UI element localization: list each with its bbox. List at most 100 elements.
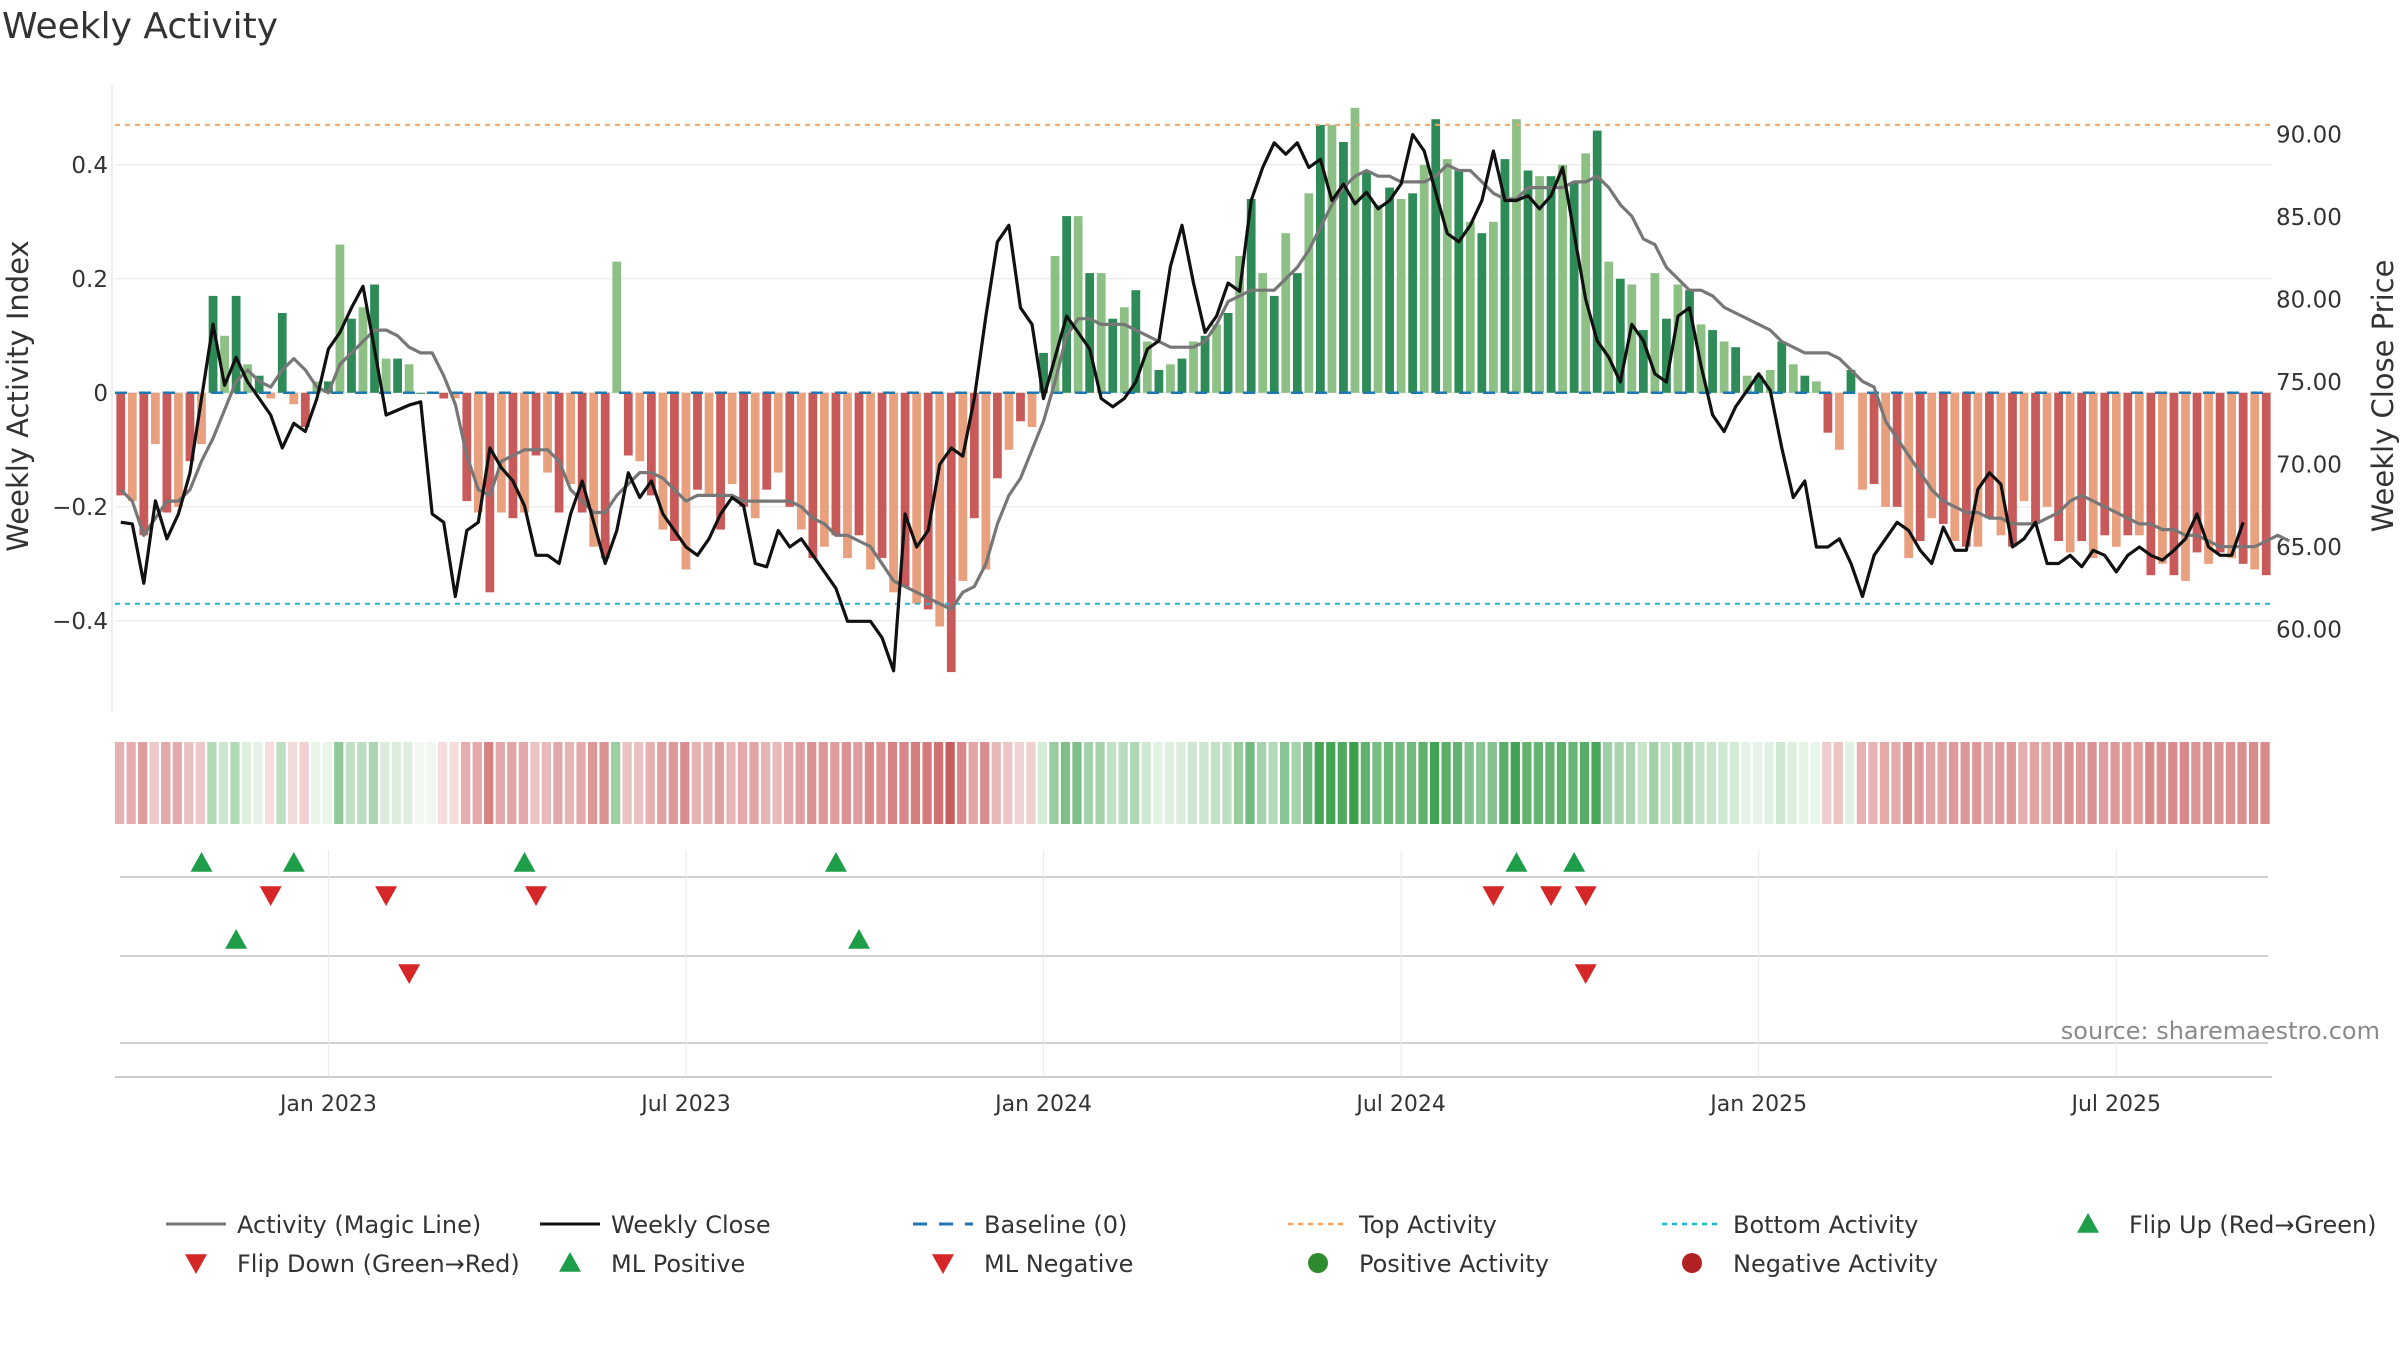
heat-strip-cell [1845, 742, 1855, 824]
heat-strip-cell [2052, 742, 2063, 824]
heat-strip-cell [241, 742, 252, 824]
negative-activity-bar [958, 392, 968, 581]
negative-activity-bar [1892, 392, 1902, 507]
heat-strip-cell [357, 742, 367, 824]
heat-strip-cell [1245, 742, 1255, 824]
heat-strip-cell [864, 742, 874, 824]
ml-positive-marker [225, 929, 248, 949]
flip-down-marker [375, 886, 398, 906]
heat-strip-cell [2168, 742, 2178, 824]
flip-down-marker [1482, 886, 1505, 906]
negative-activity-bar [866, 392, 875, 570]
heat-strip-cell [1972, 742, 1982, 824]
positive-activity-bar [1742, 375, 1752, 393]
legend-swatch-triangle-down [932, 1254, 954, 1274]
heat-strip-cell [1326, 742, 1336, 824]
y2-tick-label: 75.00 [2276, 370, 2342, 396]
y-tick-label: −0.4 [52, 609, 108, 635]
heat-strip-cell [368, 742, 378, 824]
negative-activity-bar [2100, 392, 2110, 536]
negative-activity-bar [889, 392, 898, 593]
heat-strip-cell [957, 742, 967, 824]
flip-up-marker [824, 852, 847, 872]
negative-activity-bar [750, 392, 760, 519]
negative-activity-bar [1904, 392, 1914, 559]
negative-activity-bar [1996, 392, 2006, 536]
heat-strip-cell [576, 742, 586, 824]
positive-activity-bar [231, 295, 241, 393]
heat-strip-cell [795, 742, 805, 824]
heat-strip-cell [1752, 742, 1763, 824]
positive-activity-bar [1535, 176, 1544, 393]
heat-strip-cell [968, 742, 978, 824]
negative-activity-bar [2031, 392, 2040, 524]
heat-strip-cell [461, 742, 471, 824]
positive-activity-bar [1039, 352, 1048, 393]
positive-activity-bar [1719, 341, 1729, 393]
positive-activity-bar [220, 335, 229, 393]
flip-up-marker [513, 852, 536, 872]
heat-strip-cell [2191, 742, 2201, 824]
positive-activity-bar [335, 244, 345, 393]
ml-negative-marker [1574, 964, 1597, 984]
positive-activity-bar [1050, 256, 1060, 393]
heat-strip-cell [1602, 742, 1613, 824]
negative-activity-bar [289, 392, 299, 405]
positive-activity-bar [1546, 176, 1556, 393]
heat-strip-cell [726, 742, 736, 824]
negative-activity-bar [543, 392, 552, 473]
negative-activity-bar [1961, 392, 1971, 547]
heat-strip-cell [818, 742, 828, 824]
positive-activity-bar [324, 381, 333, 393]
heat-strip-cell [253, 742, 263, 824]
heat-strip-cell [1983, 742, 1993, 824]
heat-strip-cell [1510, 742, 1520, 824]
positive-activity-bar [1569, 181, 1579, 393]
ml-positive-marker [847, 929, 870, 949]
negative-activity-bar [2019, 392, 2029, 502]
heat-strip-cell [1937, 742, 1947, 824]
negative-activity-bar [116, 392, 126, 496]
heat-strip-cell [115, 742, 125, 824]
flip-down-marker [1540, 886, 1563, 906]
flip-down-marker [259, 886, 282, 906]
heat-strip-cell [1476, 742, 1486, 824]
heat-strip-cell [2237, 742, 2247, 824]
positive-activity-bar [1315, 124, 1325, 393]
heat-strip-cell [1256, 742, 1267, 824]
heat-strip-cell [1764, 742, 1774, 824]
heat-strip-cell [541, 742, 552, 824]
negative-activity-bar [1869, 392, 1879, 484]
negative-activity-bar [2181, 392, 2190, 581]
positive-activity-bar [393, 358, 402, 393]
legend-item-flip-down: Flip Down (Green→Red) [185, 1250, 520, 1278]
positive-activity-bar [612, 261, 622, 393]
heat-strip-cell [334, 742, 344, 824]
negative-activity-bar [1985, 392, 1994, 519]
heat-strip-cell [1649, 742, 1659, 824]
heat-strip-cell [1949, 742, 1959, 824]
negative-activity-bar [646, 392, 656, 496]
positive-activity-bar [1685, 290, 1694, 393]
heat-strip-cell [1372, 742, 1382, 824]
heat-strip-cell [703, 742, 713, 824]
negative-activity-bar [439, 392, 449, 399]
negative-activity-bar [1027, 392, 1037, 427]
positive-activity-bar [1581, 153, 1591, 393]
heat-strip-cell [276, 742, 286, 824]
heat-strip-cell [2041, 742, 2051, 824]
heat-strip-cell [634, 742, 644, 824]
negative-activity-bar [1927, 392, 1937, 519]
ml-negative-marker [398, 964, 421, 984]
heat-strip-cell [161, 742, 171, 824]
negative-activity-bar [808, 392, 818, 559]
negative-activity-bar [704, 392, 714, 496]
heat-strip-cell [645, 742, 655, 824]
positive-activity-bar [1223, 313, 1233, 393]
heat-strip-cell [887, 742, 898, 824]
positive-activity-bar [1673, 284, 1683, 393]
heat-strip-cell [1268, 742, 1278, 824]
y-tick-label: 0.4 [71, 153, 108, 179]
heat-strip-cell [610, 742, 621, 824]
positive-activity-bar [1177, 358, 1187, 393]
